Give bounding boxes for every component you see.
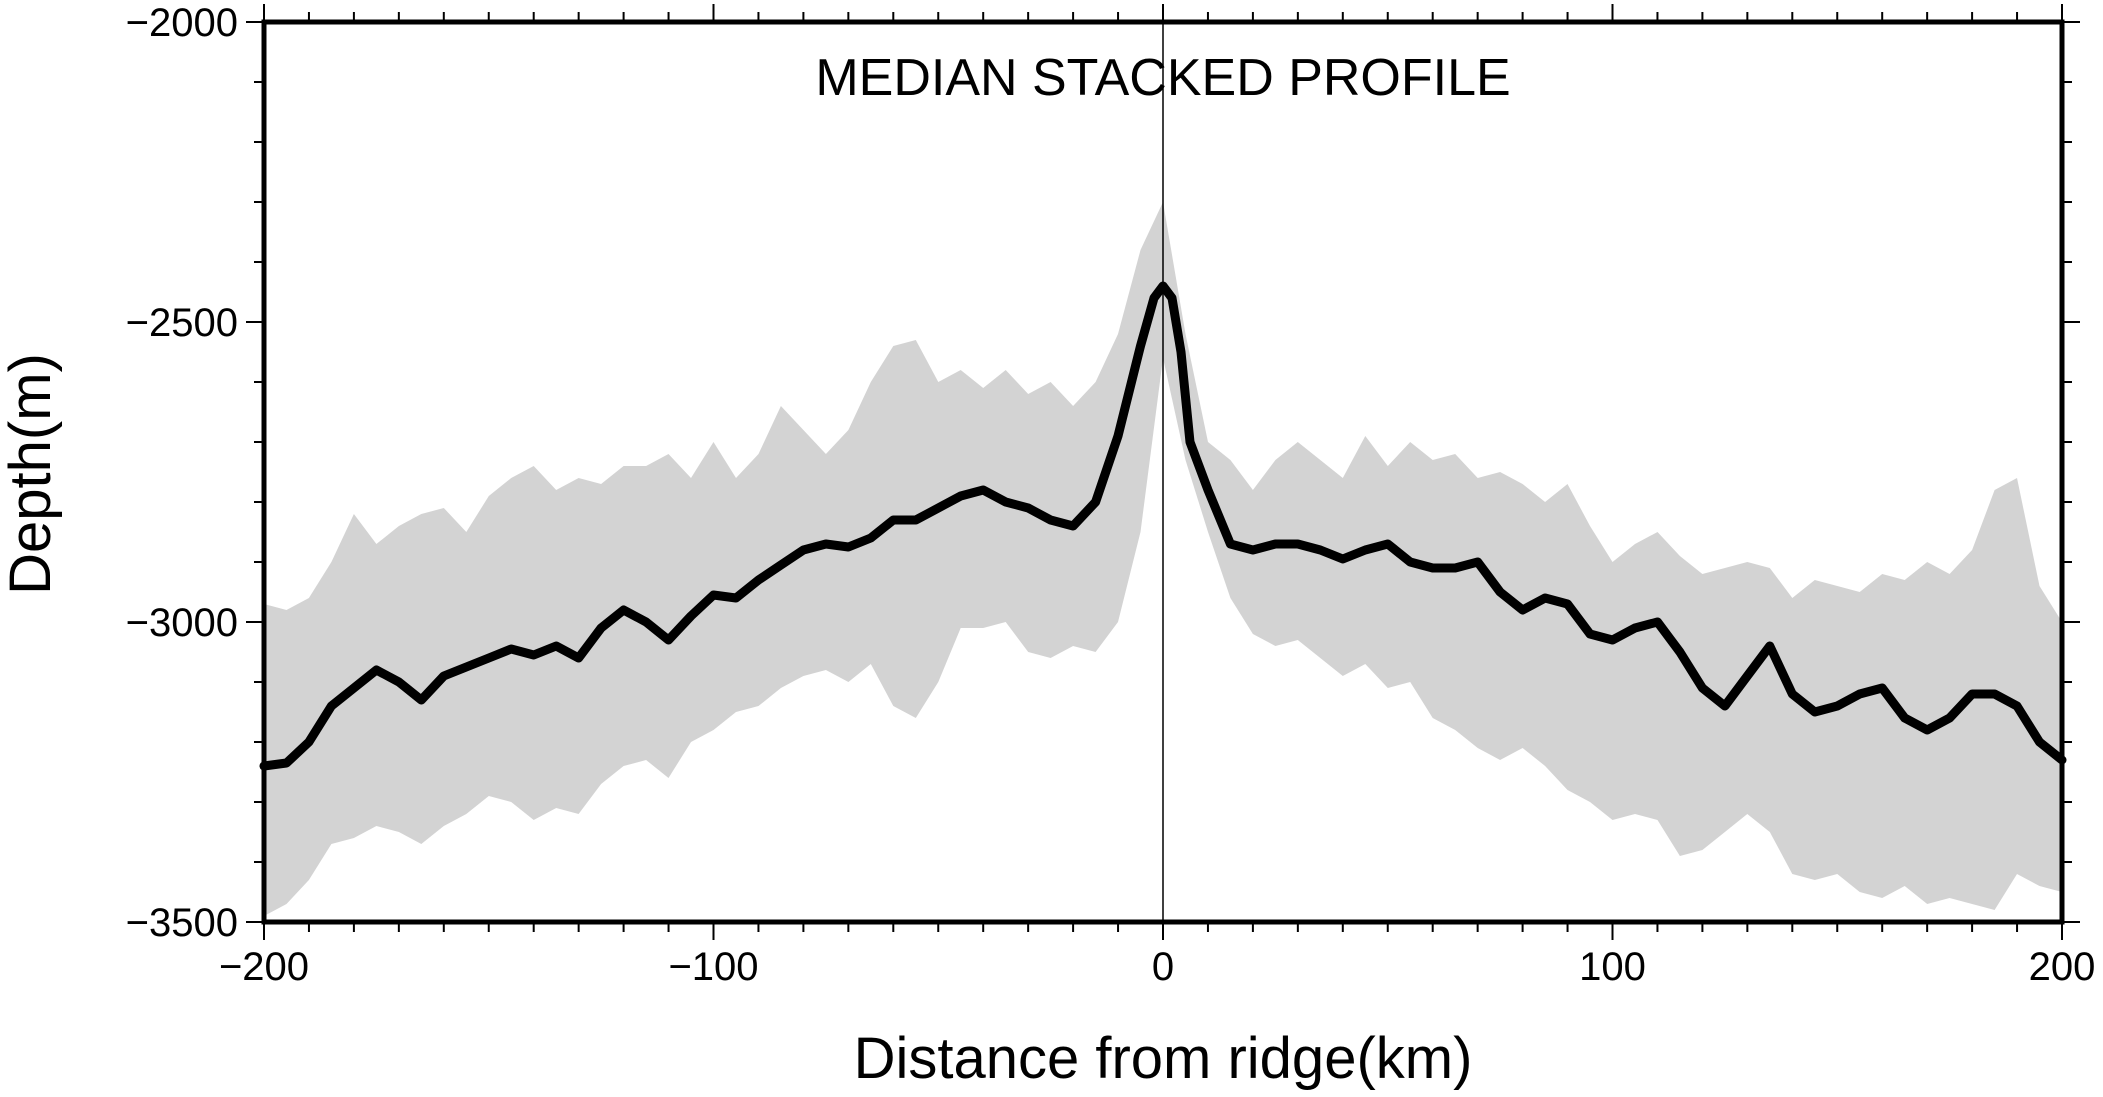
- x-tick-label: 200: [2029, 945, 2096, 989]
- envelope-band: [264, 202, 2062, 916]
- x-tick-label: 100: [1579, 945, 1646, 989]
- x-axis-title: Distance from ridge(km): [854, 1026, 1473, 1091]
- x-tick-label: −200: [219, 945, 309, 989]
- x-tick-label: 0: [1152, 945, 1174, 989]
- y-tick-label: −3500: [126, 901, 238, 945]
- x-axis-tick-labels: −200 −100 0 100 200: [219, 945, 2095, 989]
- chart-title: MEDIAN STACKED PROFILE: [815, 49, 1510, 107]
- median-line: [259, 281, 2067, 771]
- y-axis-tick-labels: −2000 −2500 −3000 −3500: [126, 1, 238, 945]
- y-tick-label: −3000: [126, 601, 238, 645]
- x-axis-ticks: [263, 4, 2063, 940]
- y-tick-label: −2000: [126, 1, 238, 45]
- y-axis-title: Depth(m): [0, 353, 63, 595]
- y-tick-label: −2500: [126, 301, 238, 345]
- x-tick-label: −100: [668, 945, 758, 989]
- y-axis-ticks: [246, 21, 2080, 923]
- plot-area: [259, 22, 2067, 922]
